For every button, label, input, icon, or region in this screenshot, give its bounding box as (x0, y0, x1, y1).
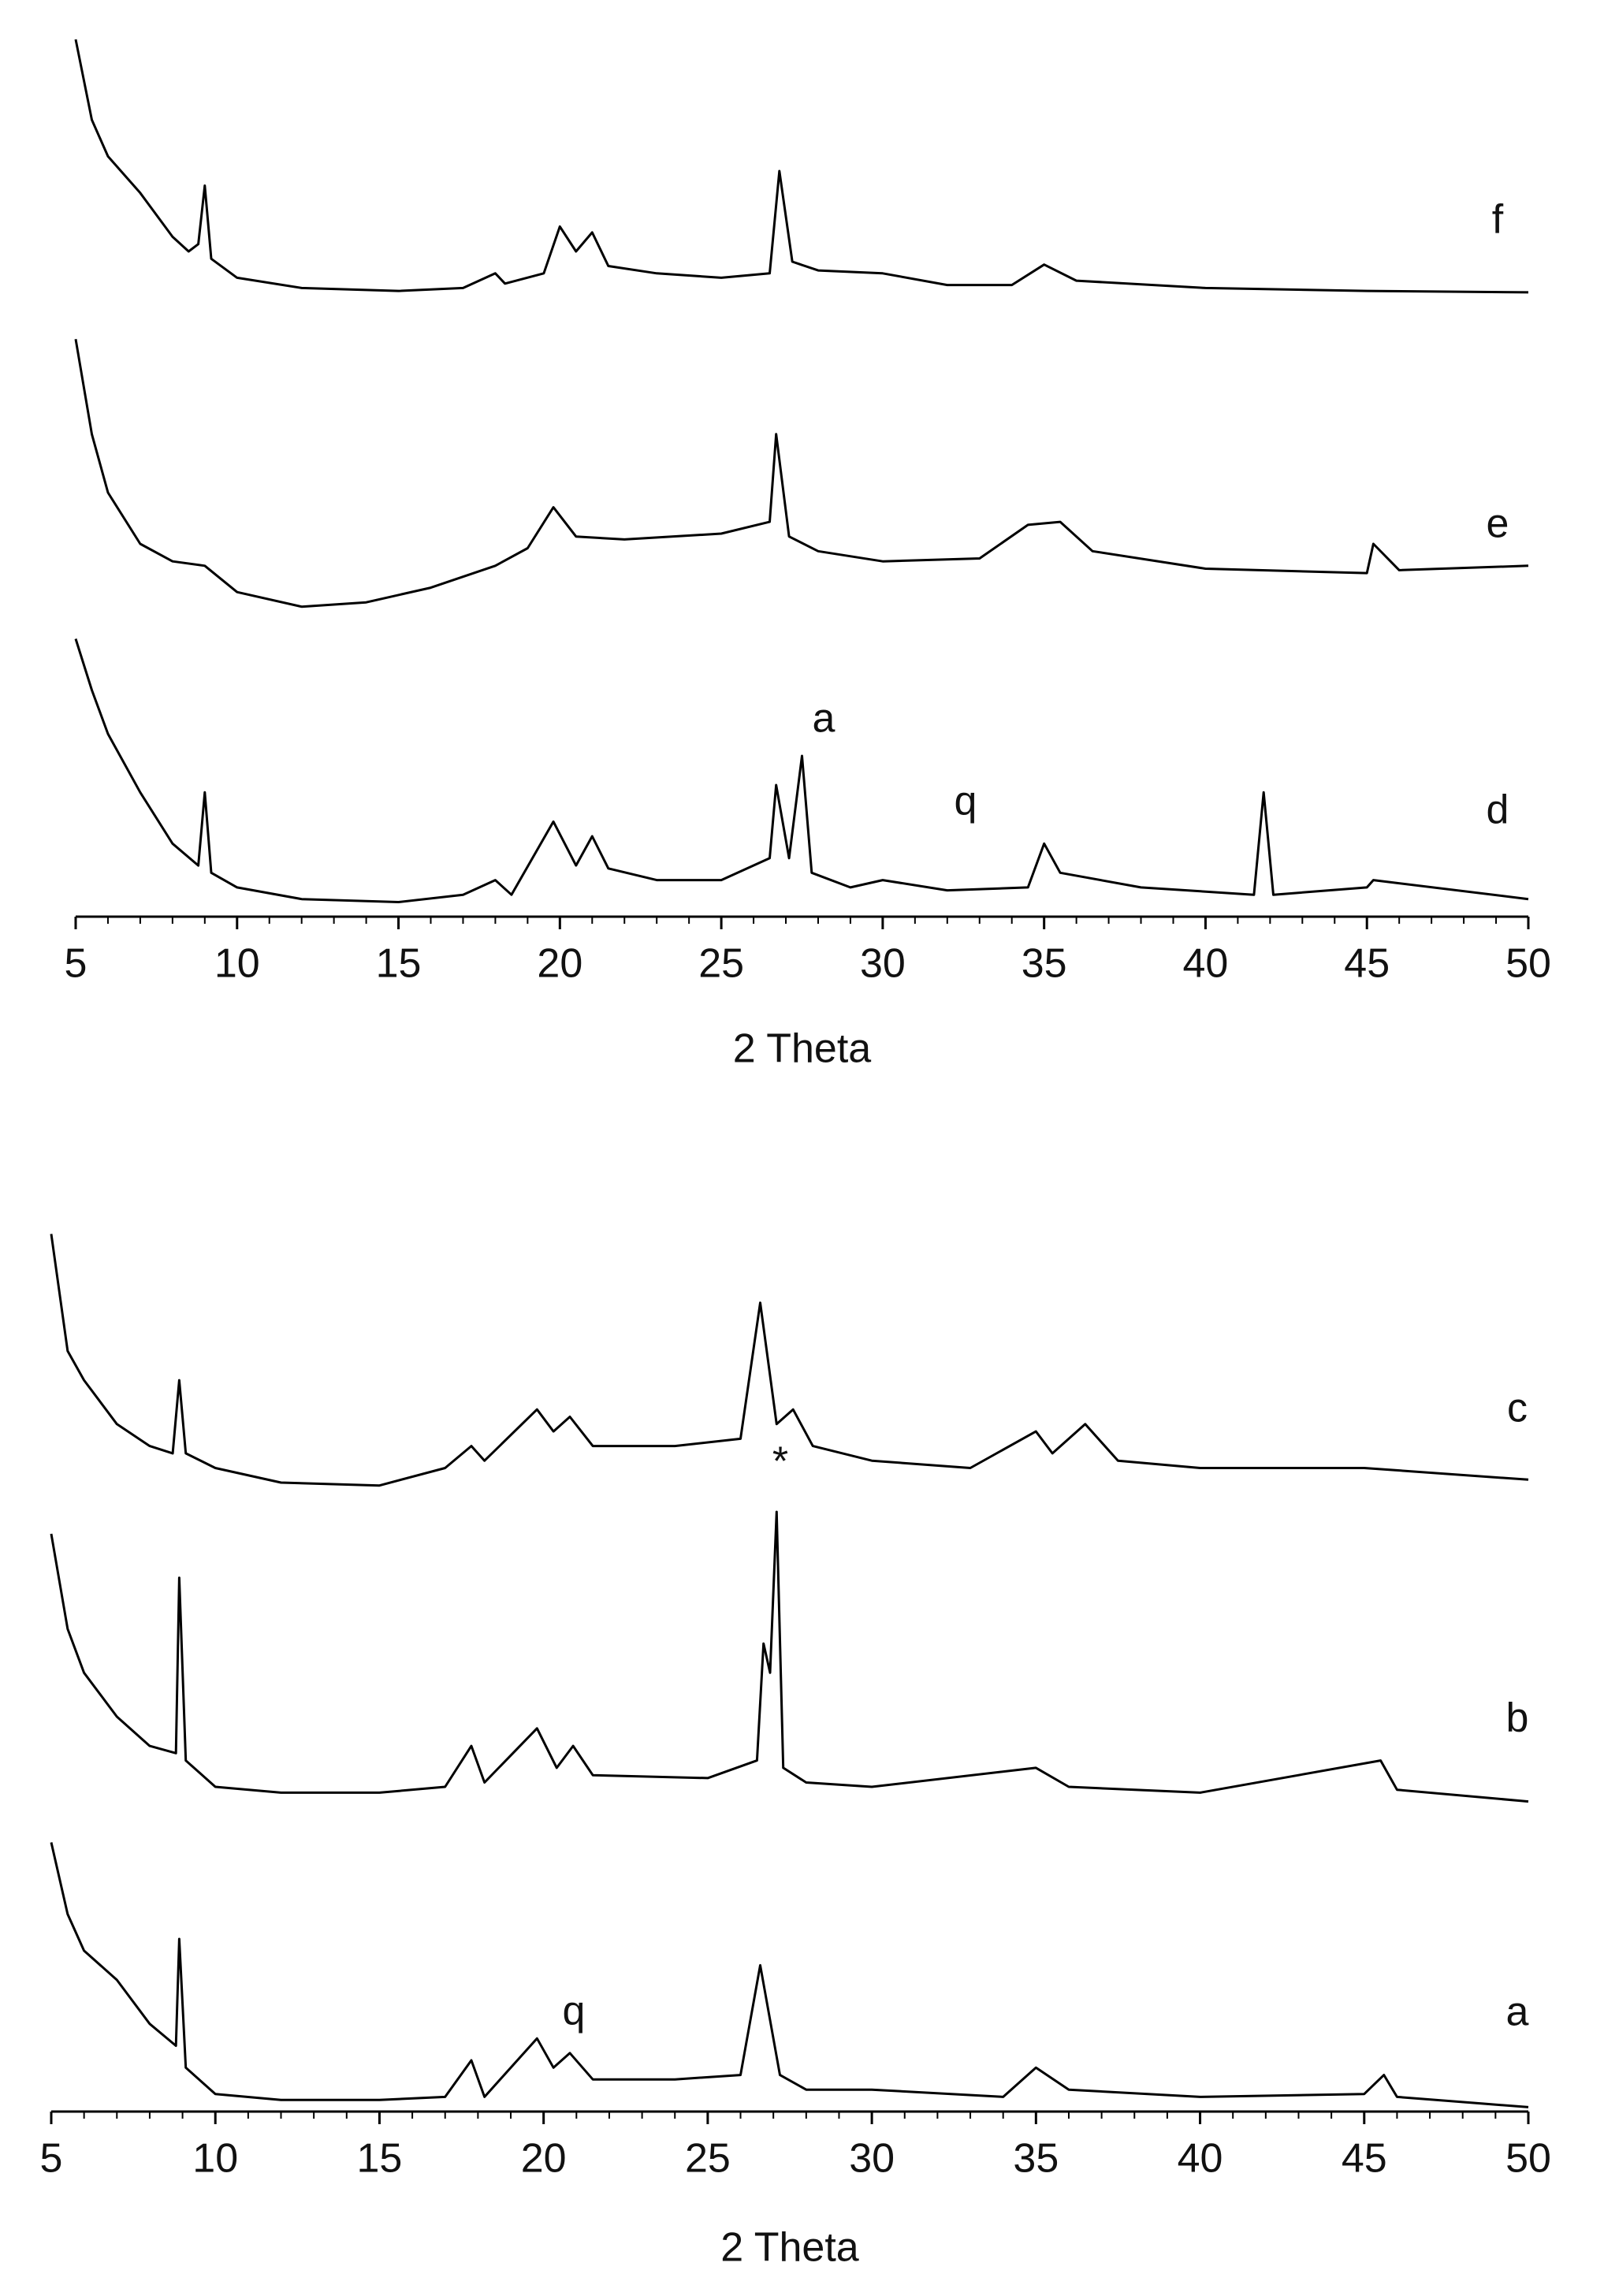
trace-label: b (1506, 1695, 1529, 1741)
x-tick-label: 5 (65, 941, 87, 987)
trace-label: f (1492, 197, 1504, 243)
x-tick-label: 20 (521, 2136, 567, 2182)
x-tick-label: 50 (1505, 2136, 1551, 2182)
x-tick-label: 50 (1505, 941, 1551, 987)
trace-label: c (1507, 1386, 1528, 1431)
x-tick-label: 10 (192, 2136, 238, 2182)
trace (74, 39, 1529, 294)
trace-label: d (1487, 787, 1509, 833)
annotation: a (813, 696, 835, 742)
trace (74, 339, 1529, 608)
x-tick-label: 5 (40, 2136, 63, 2182)
x-tick-label: 15 (376, 941, 422, 987)
x-tick-label: 35 (1013, 2136, 1059, 2182)
trace (50, 1234, 1529, 1487)
x-tick-label: 30 (860, 941, 906, 987)
x-tick-label: 25 (685, 2136, 731, 2182)
trace-label: e (1487, 501, 1509, 547)
x-tick-label: 25 (698, 941, 744, 987)
x-axis-title: 2 Theta (733, 1026, 871, 1072)
x-tick-label: 40 (1183, 941, 1229, 987)
annotation: q (955, 779, 977, 824)
x-tick-label: 10 (214, 941, 260, 987)
trace (50, 1842, 1529, 2108)
trace (50, 1510, 1529, 1803)
x-tick-label: 40 (1178, 2136, 1223, 2182)
trace-label: a (1506, 1989, 1529, 2035)
x-tick-label: 45 (1344, 941, 1390, 987)
x-tick-label: 30 (849, 2136, 895, 2182)
x-tick-label: 35 (1022, 941, 1067, 987)
annotation: q (563, 1989, 586, 2034)
x-tick-label: 15 (357, 2136, 403, 2182)
x-axis-title: 2 Theta (720, 2225, 858, 2271)
trace (74, 638, 1529, 903)
x-tick-label: 20 (537, 941, 582, 987)
annotation: * (772, 1439, 788, 1485)
x-tick-label: 45 (1342, 2136, 1387, 2182)
